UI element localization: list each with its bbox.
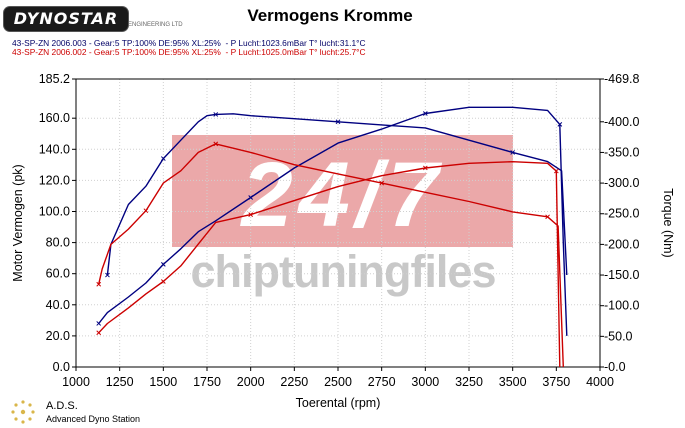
- series-line-0-torque: [106, 113, 568, 276]
- dynostar-logo: DYNOSTAR: [4, 7, 128, 31]
- watermark-subtext: chiptuningfiles: [191, 246, 496, 297]
- series-line-2-torque: [98, 143, 564, 368]
- series-point-1: [160, 262, 166, 267]
- y-right-tick-label: -469.8: [604, 72, 639, 86]
- series-point-2: [545, 214, 550, 220]
- logo-subtext: ENGINEERING LTD: [128, 22, 183, 28]
- x-tick-label: 2750: [368, 375, 396, 389]
- x-tick-label: 1750: [193, 375, 221, 389]
- x-tick-label: 1500: [149, 375, 177, 389]
- chart-title: Vermogens Kromme: [247, 6, 413, 25]
- x-tick-label: 3000: [411, 375, 439, 389]
- x-tick-label: 3250: [455, 375, 483, 389]
- x-tick-label: 1250: [106, 375, 134, 389]
- y-left-tick-label: 60.0: [46, 267, 70, 281]
- y-right-tick-label: -0.0: [604, 360, 626, 374]
- y-right-tick-label: -50.0: [604, 329, 633, 343]
- y-right-tick-label: -250.0: [604, 207, 639, 221]
- y-left-tick-label: 0.0: [53, 360, 70, 374]
- y-right-tick-label: -200.0: [604, 237, 639, 251]
- watermark-band: [172, 135, 513, 247]
- x-tick-label: 2000: [237, 375, 265, 389]
- series-point-2: [379, 180, 385, 186]
- series-point-2: [96, 281, 102, 287]
- x-tick-label: 4000: [586, 375, 614, 389]
- x-tick-label: 3750: [542, 375, 570, 389]
- logo-text: DYNOSTAR: [13, 9, 119, 28]
- x-tick-label: 2250: [280, 375, 308, 389]
- grid: [75, 78, 601, 368]
- y-left-tick-label: 160.0: [39, 111, 70, 125]
- y-right-tick-label: -150.0: [604, 268, 639, 282]
- y-right-tick-label: -350.0: [604, 145, 639, 159]
- y-left-tick-label: 80.0: [46, 236, 70, 250]
- series-point-2: [143, 208, 149, 214]
- series-point-1: [557, 122, 563, 127]
- y-left-tick-label: 100.0: [39, 204, 70, 218]
- series-line-3-power: [98, 160, 561, 368]
- series-point-0: [213, 112, 219, 117]
- y-left-tick-label: 185.2: [39, 72, 70, 86]
- series-point-3: [160, 279, 166, 284]
- series-point-2: [213, 141, 219, 147]
- run2-info: 43-SP-ZN 2006.002 - Gear:5 TP:100% DE:95…: [12, 47, 366, 57]
- series-point-3: [553, 168, 559, 174]
- ads-name: A.D.S.: [46, 400, 78, 412]
- y-left-tick-label: 120.0: [39, 173, 70, 187]
- x-tick-label: 2500: [324, 375, 352, 389]
- series-point-0: [105, 272, 110, 278]
- series-point-1: [96, 321, 102, 326]
- series-point-0: [335, 119, 341, 125]
- x-tick-label: 3500: [499, 375, 527, 389]
- ads-subtitle: Advanced Dyno Station: [46, 414, 141, 424]
- run1-info: 43-SP-ZN 2006.003 - Gear:5 TP:100% DE:95…: [12, 38, 366, 48]
- series-point-1: [422, 111, 428, 116]
- series-point-0: [160, 156, 166, 161]
- series-point-3: [248, 212, 254, 217]
- y-right-tick-label: -100.0: [604, 299, 639, 313]
- y-right-tick-label: -400.0: [604, 115, 639, 129]
- series-point-1: [248, 195, 254, 200]
- watermark-text: 24/7: [239, 144, 444, 246]
- y-right-tick-label: -300.0: [604, 176, 639, 190]
- y-left-tick-label: 20.0: [46, 329, 70, 343]
- x-tick-label: 1000: [62, 375, 90, 389]
- ads-logo-icon: [11, 400, 35, 424]
- y-left-tick-label: 40.0: [46, 298, 70, 312]
- x-axis-label: Toerental (rpm): [296, 396, 381, 410]
- series-line-1-power: [98, 106, 568, 336]
- y-right-axis-label: Torque (Nm): [661, 188, 675, 257]
- y-left-tick-label: 140.0: [39, 142, 70, 156]
- series-point-3: [96, 330, 102, 336]
- y-left-axis-label: Motor Vermogen (pk): [11, 164, 25, 281]
- series-point-0: [510, 150, 516, 155]
- series-point-3: [422, 165, 428, 171]
